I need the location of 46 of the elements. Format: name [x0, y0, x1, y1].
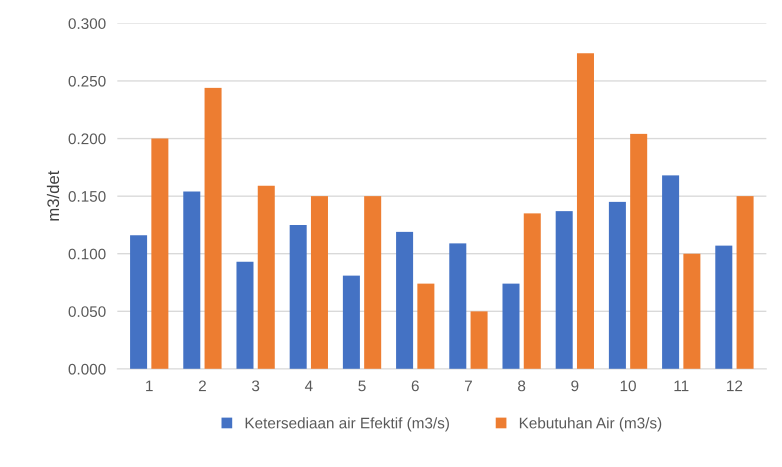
bar [715, 246, 732, 369]
x-tick-label: 8 [518, 380, 526, 392]
x-tick-label: 10 [620, 380, 636, 392]
x-tick-label: 9 [571, 380, 578, 392]
x-tick-label: 5 [358, 380, 366, 392]
bar [236, 262, 254, 369]
bar [258, 186, 275, 369]
x-tick-label: 12 [727, 380, 742, 392]
bar [683, 254, 700, 369]
bar [576, 53, 594, 369]
bar [736, 196, 754, 369]
bar [204, 88, 222, 369]
bar [290, 224, 307, 369]
x-tick-label: 4 [304, 380, 313, 392]
bar [630, 134, 648, 369]
y-tick-label: 0.100 [68, 248, 106, 260]
y-tick-label: 0.250 [68, 76, 106, 87]
y-tick-label: 0.150 [68, 191, 106, 202]
bar [662, 175, 680, 369]
y-tick-label: 0.050 [68, 306, 106, 318]
y-tick-label: 0.000 [68, 364, 106, 375]
x-tick-label: 3 [252, 380, 260, 392]
legend-label: Ketersediaan air Efektif (m3/s) [246, 417, 449, 432]
bar [449, 243, 466, 369]
bar [502, 284, 520, 369]
x-tick-label: 6 [412, 380, 419, 392]
bar [608, 202, 626, 369]
bar [417, 284, 434, 369]
x-tick-label: 7 [464, 380, 472, 392]
y-tick-label: 0.200 [68, 133, 106, 144]
bar [130, 235, 148, 369]
bar [364, 196, 382, 369]
legend-label: Kebutuhan Air (m3/s) [520, 417, 662, 432]
bar [151, 138, 168, 369]
bar [556, 211, 573, 369]
bar [183, 192, 200, 369]
bar [310, 196, 328, 369]
y-axis-title: m3/det [46, 170, 60, 221]
x-tick-label: 1 [146, 380, 153, 392]
bar [342, 276, 360, 369]
bar [396, 232, 414, 369]
bar [470, 311, 488, 369]
x-tick-label: 11 [674, 380, 688, 392]
bar [524, 213, 541, 369]
x-tick-label: 2 [198, 380, 206, 392]
y-tick-label: 0.300 [68, 18, 106, 30]
